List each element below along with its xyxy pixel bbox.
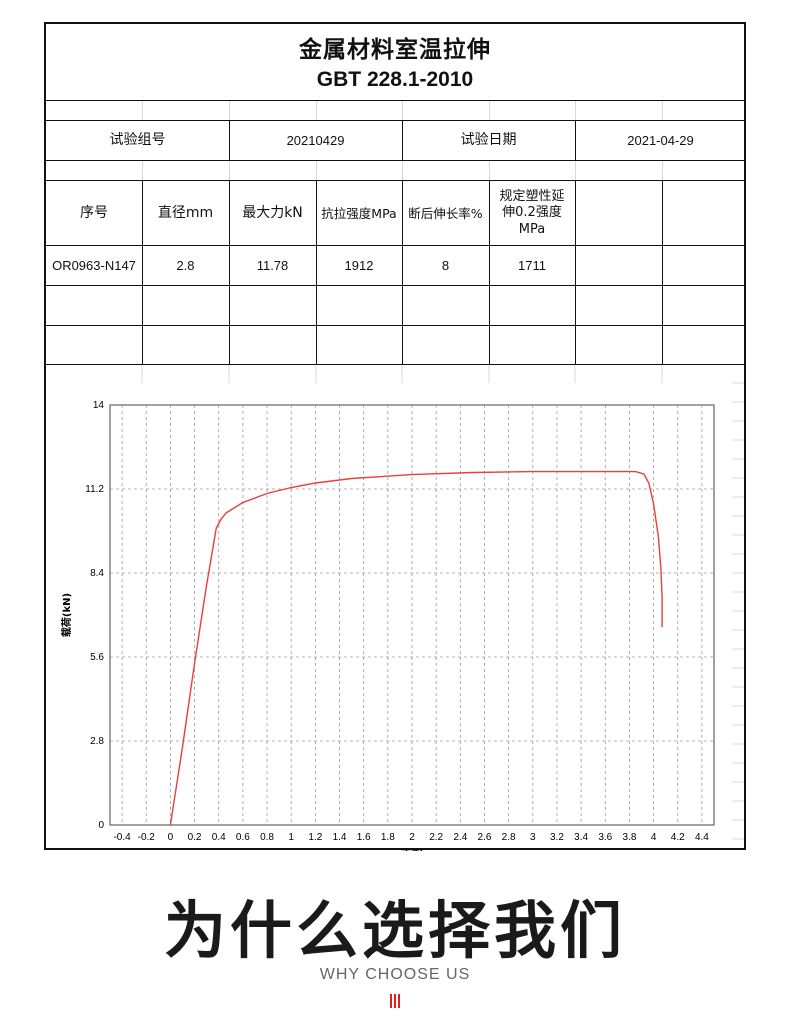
x-tick-label: 0.8 <box>260 832 274 843</box>
x-tick-label: 0.4 <box>212 832 226 843</box>
info-row: 试验组号 20210429 试验日期 2021-04-29 <box>46 120 744 161</box>
x-tick-label: 1 <box>288 832 294 843</box>
section-heading: 为什么选择我们 <box>163 894 626 967</box>
spacer-row <box>46 160 744 181</box>
load-curve <box>169 470 663 826</box>
x-tick-label: 2.2 <box>429 832 443 843</box>
cell-elongation: 8 <box>441 257 450 273</box>
spacer-row <box>46 100 744 121</box>
table-row <box>46 325 744 365</box>
x-tick-label: 3.8 <box>622 832 636 843</box>
group-value: 20210429 <box>286 132 345 148</box>
header-tensile-strength: 抗拉强度MPa <box>321 205 397 221</box>
x-tick-label: -0.2 <box>138 832 156 843</box>
x-tick-label: 1.4 <box>333 832 347 843</box>
y-axis-label: 载荷(kN) <box>60 593 73 637</box>
x-tick-label: 2.8 <box>502 832 516 843</box>
chart-svg: 02.85.68.411.214 -0.4 -0.2 0 0.2 0.4 0.6 0.8 1 1… <box>60 365 744 851</box>
table-row: OR0963-N147 2.8 11.78 1912 8 1711 <box>46 245 744 286</box>
x-tick-label: -0.4 <box>113 832 131 843</box>
x-tick-label: 1.2 <box>308 832 322 843</box>
header-diameter: 直径mm <box>157 204 214 221</box>
x-tick-label: 4.2 <box>671 832 685 843</box>
header-max-force: 最大力kN <box>242 204 303 221</box>
cell-proof-strength: 1711 <box>518 257 546 273</box>
x-tick-label: 3.6 <box>598 832 612 843</box>
x-tick-label: 1.6 <box>357 832 371 843</box>
x-tick-label: 4.4 <box>695 832 709 843</box>
table-row <box>46 285 744 326</box>
x-tick-label: 2.4 <box>453 832 467 843</box>
x-tick-label: 3.4 <box>574 832 588 843</box>
y-tick-label: 14 <box>93 400 105 411</box>
test-report: 金属材料室温拉伸 GBT 228.1-2010 试验组号 20210429 试验… <box>44 22 746 853</box>
cell-tensile-strength: 1912 <box>344 257 374 273</box>
accent-mark <box>390 994 402 1008</box>
x-tick-label: 2 <box>409 832 415 843</box>
x-axis-label: 变形 <box>401 848 423 851</box>
x-tick-label: 4 <box>651 832 657 843</box>
x-tick-label: 0 <box>168 832 174 843</box>
x-tick-label: 0.6 <box>236 832 250 843</box>
table-header-row: 序号 直径mm 最大力kN 抗拉强度MPa 断后伸长率% 规定塑性延伸0.2强度… <box>46 180 744 246</box>
report-standard: GBT 228.1-2010 <box>316 68 474 91</box>
x-tick-label: 0.2 <box>188 832 202 843</box>
section-subheading: WHY CHOOSE US <box>319 966 471 983</box>
x-tick-label: 2.6 <box>478 832 492 843</box>
group-label: 试验组号 <box>109 132 166 149</box>
header-elongation: 断后伸长率% <box>408 205 483 221</box>
header-proof-strength: 规定塑性延伸0.2强度MPa <box>499 189 565 237</box>
y-tick-label: 5.6 <box>90 652 104 663</box>
header-index: 序号 <box>80 204 108 221</box>
x-tick-label: 3 <box>530 832 536 843</box>
x-tick-label: 1.8 <box>381 832 395 843</box>
y-tick-label: 11.2 <box>85 484 104 495</box>
cell-diameter: 2.8 <box>176 257 195 273</box>
y-tick-label: 8.4 <box>90 568 104 579</box>
y-tick-label: 0 <box>98 820 104 831</box>
cell-max-force: 11.78 <box>256 257 289 273</box>
cell-index: OR0963-N147 <box>52 257 136 273</box>
date-label: 试验日期 <box>460 132 517 149</box>
date-value: 2021-04-29 <box>627 132 694 148</box>
y-tick-label: 2.8 <box>90 736 104 747</box>
report-header: 金属材料室温拉伸 GBT 228.1-2010 <box>46 24 744 100</box>
load-displacement-chart: 0 2.8 5.6 8.4 11.2 14 -0.4 -0.2 0 0.2 0.4 0.6 0.8 1 1… <box>46 364 744 853</box>
x-tick-label: 3.2 <box>550 832 564 843</box>
report-title: 金属材料室温拉伸 <box>299 37 491 63</box>
